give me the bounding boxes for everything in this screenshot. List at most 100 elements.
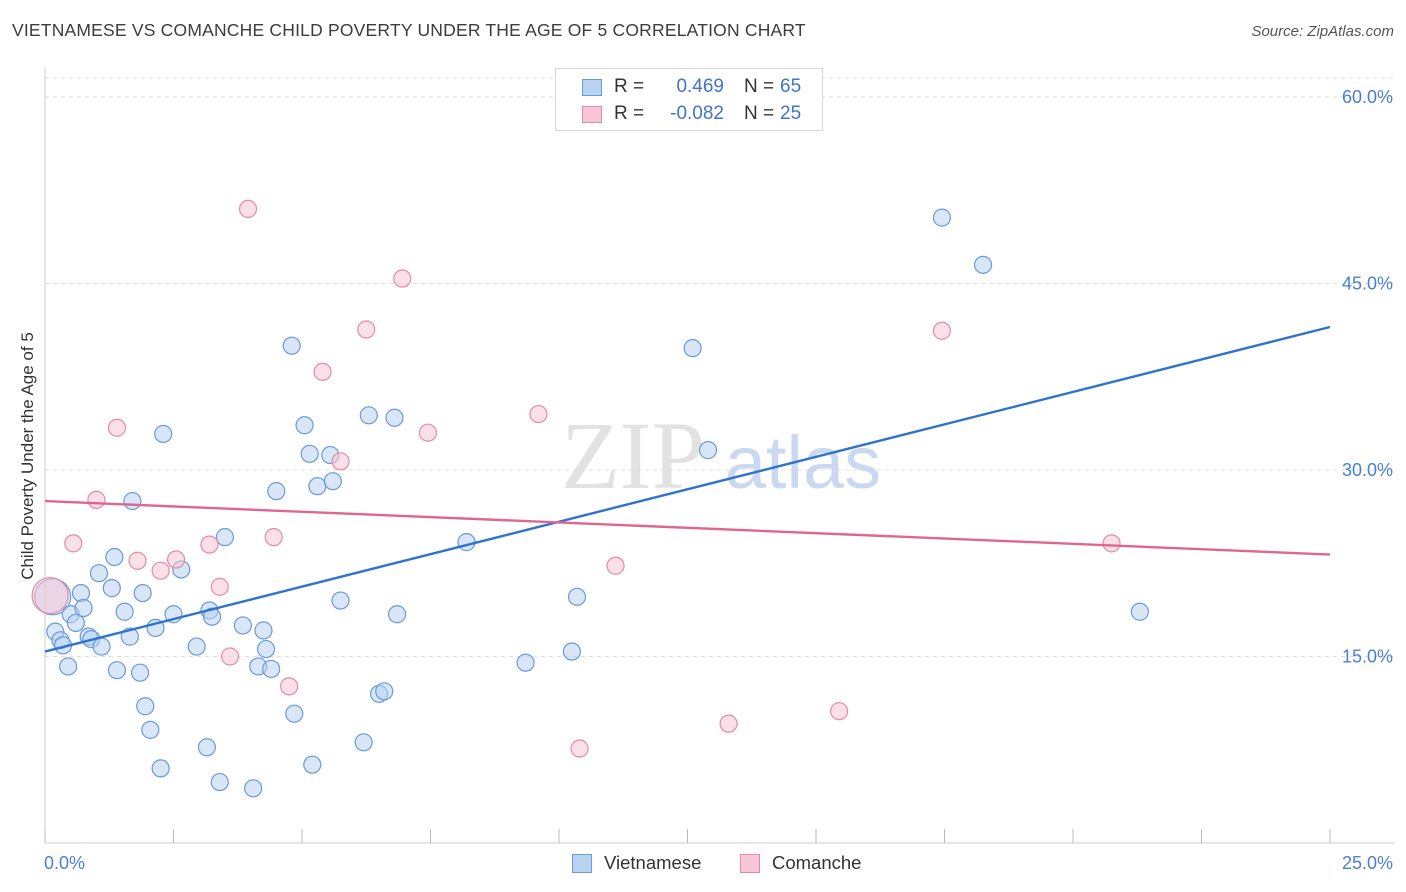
point-comanche bbox=[128, 551, 147, 570]
point-comanche bbox=[570, 739, 589, 758]
tick-labels: 15.0% 30.0% 45.0% 60.0% 0.0% 25.0% bbox=[44, 87, 1393, 873]
point-vietnamese bbox=[123, 491, 142, 511]
point-vietnamese bbox=[698, 441, 718, 460]
point-comanche bbox=[151, 561, 170, 580]
point-vietnamese bbox=[331, 591, 350, 610]
y-tick-label: 30.0% bbox=[1342, 460, 1393, 480]
point-vietnamese bbox=[151, 759, 170, 778]
watermark-zip: ZIP bbox=[561, 402, 705, 509]
y-tick-label: 60.0% bbox=[1342, 87, 1393, 107]
point-vietnamese bbox=[233, 616, 252, 635]
point-comanche bbox=[166, 550, 186, 569]
point-vietnamese bbox=[267, 482, 286, 501]
legend-r-label: R = bbox=[614, 76, 645, 97]
point-comanche bbox=[264, 528, 283, 547]
point-vietnamese bbox=[197, 738, 217, 757]
point-vietnamese bbox=[59, 657, 78, 676]
point-vietnamese bbox=[385, 408, 404, 427]
point-vietnamese bbox=[300, 444, 319, 463]
point-vietnamese bbox=[210, 772, 229, 792]
point-vietnamese bbox=[457, 533, 476, 552]
point-vietnamese bbox=[1130, 602, 1149, 621]
point-vietnamese bbox=[187, 637, 206, 656]
point-comanche bbox=[64, 534, 83, 553]
point-vietnamese bbox=[154, 424, 173, 444]
bottom-legend-vietnamese: Vietnamese bbox=[572, 852, 701, 874]
point-vietnamese bbox=[256, 639, 276, 659]
point-vietnamese bbox=[105, 547, 124, 567]
point-comanche bbox=[238, 199, 258, 218]
point-vietnamese bbox=[683, 339, 702, 358]
legend-swatch-vietnamese bbox=[582, 78, 602, 96]
watermark-atlas: atlas bbox=[725, 421, 881, 504]
y-tick-label: 15.0% bbox=[1342, 647, 1393, 667]
point-comanche bbox=[357, 320, 376, 339]
legend-n-label: N = bbox=[744, 76, 775, 97]
point-vietnamese bbox=[567, 587, 587, 606]
axes bbox=[44, 68, 1395, 844]
correlation-legend: R = 0.469 N = 65 R = -0.082 N = 25 bbox=[555, 68, 823, 131]
point-vietnamese bbox=[354, 733, 373, 752]
point-vietnamese bbox=[973, 255, 993, 274]
source-label: Source: ZipAtlas.com bbox=[1251, 23, 1394, 40]
point-vietnamese bbox=[71, 583, 91, 603]
trendline-comanche bbox=[44, 499, 1331, 556]
bottom-legend-swatch-comanche bbox=[740, 853, 760, 873]
point-vietnamese bbox=[92, 637, 111, 656]
point-vietnamese bbox=[562, 642, 581, 661]
x-tick-label: 0.0% bbox=[44, 853, 85, 873]
bottom-legend-swatch-vietnamese bbox=[572, 853, 592, 873]
x-tick-label: 25.0% bbox=[1342, 853, 1393, 873]
legend-n-value: 25 bbox=[780, 103, 802, 124]
trendline-vietnamese bbox=[44, 325, 1331, 653]
point-vietnamese bbox=[323, 472, 342, 491]
point-vietnamese bbox=[136, 697, 155, 716]
point-comanche bbox=[220, 647, 240, 666]
y-axis-label: Child Poverty Under the Age of 5 bbox=[18, 332, 37, 580]
point-comanche bbox=[210, 577, 229, 596]
legend-row-comanche: R = -0.082 N = 25 bbox=[582, 102, 801, 126]
legend-n-value: 65 bbox=[780, 76, 802, 97]
point-comanche bbox=[529, 404, 548, 424]
point-vietnamese bbox=[66, 613, 85, 633]
point-vietnamese bbox=[141, 720, 160, 739]
bottom-legend-comanche: Comanche bbox=[740, 852, 861, 874]
series-comanche-points bbox=[31, 199, 1121, 758]
point-comanche bbox=[280, 677, 299, 696]
point-comanche bbox=[31, 576, 69, 615]
point-comanche bbox=[418, 423, 438, 442]
point-vietnamese bbox=[262, 659, 281, 679]
point-vietnamese bbox=[295, 416, 314, 435]
point-comanche bbox=[719, 714, 738, 733]
legend-swatch-comanche bbox=[582, 105, 602, 123]
legend-n-label: N = bbox=[744, 103, 775, 124]
bottom-legend-label-comanche: Comanche bbox=[772, 852, 862, 873]
point-comanche bbox=[200, 535, 219, 554]
point-comanche bbox=[606, 556, 625, 575]
legend-r-value: 0.469 bbox=[676, 76, 724, 97]
point-comanche bbox=[932, 321, 952, 340]
point-vietnamese bbox=[215, 528, 234, 547]
legend-r-value: -0.082 bbox=[670, 103, 724, 124]
point-comanche bbox=[87, 490, 106, 509]
point-vietnamese bbox=[102, 579, 121, 598]
point-vietnamese bbox=[285, 704, 304, 723]
point-vietnamese bbox=[516, 653, 535, 672]
point-vietnamese bbox=[130, 663, 150, 682]
legend-r-label: R = bbox=[614, 103, 645, 124]
point-vietnamese bbox=[74, 598, 93, 618]
point-vietnamese bbox=[89, 564, 109, 583]
point-vietnamese bbox=[308, 477, 327, 496]
point-vietnamese bbox=[375, 682, 394, 701]
trend-lines bbox=[44, 325, 1331, 653]
point-vietnamese bbox=[303, 755, 322, 774]
point-vietnamese bbox=[244, 779, 263, 798]
point-vietnamese bbox=[932, 208, 952, 227]
point-comanche bbox=[1102, 534, 1121, 553]
point-vietnamese bbox=[115, 602, 134, 621]
point-vietnamese bbox=[107, 661, 127, 680]
point-vietnamese bbox=[387, 605, 407, 624]
point-comanche bbox=[331, 452, 350, 471]
point-vietnamese bbox=[359, 406, 378, 425]
